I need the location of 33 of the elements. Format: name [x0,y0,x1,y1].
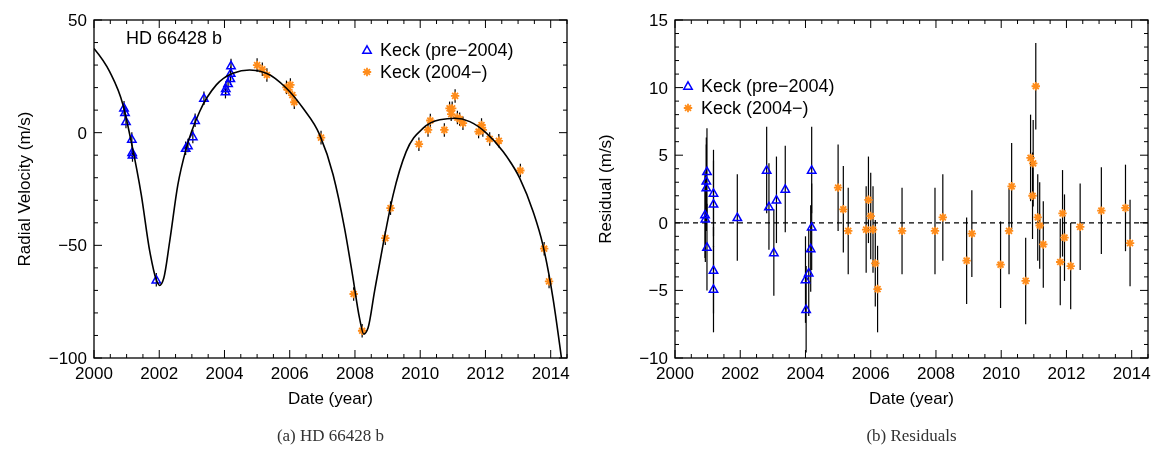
y-tick-label: −50 [58,236,87,256]
x-tick-label: 2008 [917,364,955,383]
y-tick-label: 15 [649,11,668,30]
y-tick-label: 5 [658,146,668,166]
x-tick-label: 2010 [982,364,1021,383]
legend-label: Keck (2004−) [701,98,809,118]
x-tick-label: 2010 [401,364,440,383]
x-tick-label: 2014 [531,364,570,383]
text: (a) HD 66428 b [276,426,385,445]
legend-label: Keck (pre−2004) [380,40,514,60]
x-axis-title: Date (year) [868,389,955,408]
x-tick-label: 2006 [270,364,309,383]
x-tick-label: 2002 [140,364,179,383]
x-tick-label: 2008 [336,364,374,383]
y-axis-title: Residual (m/s) [596,134,615,244]
legend-label: Keck (2004−) [380,62,488,82]
annotation: HD 66428 b [126,28,223,48]
y-tick-label: 0 [77,123,87,143]
y-tick-label: 0 [658,213,668,233]
x-tick-label: 2004 [786,364,825,383]
x-tick-label: 2012 [1047,364,1086,383]
y-tick-label: 10 [649,78,668,98]
x-tick-label: 2012 [466,364,505,383]
y-axis-title: Radial Velocity (m/s) [15,111,34,267]
x-axis-title: Date (year) [287,389,374,408]
x-tick-label: 2002 [721,364,760,383]
legend-label: Keck (pre−2004) [701,76,835,96]
x-tick-label: 2006 [851,364,890,383]
y-tick-label: 50 [68,11,87,30]
text: (b) Residuals [866,426,957,445]
x-tick-label: 2014 [1112,364,1151,383]
x-tick-label: 2004 [205,364,244,383]
y-tick-label: −5 [648,281,668,301]
